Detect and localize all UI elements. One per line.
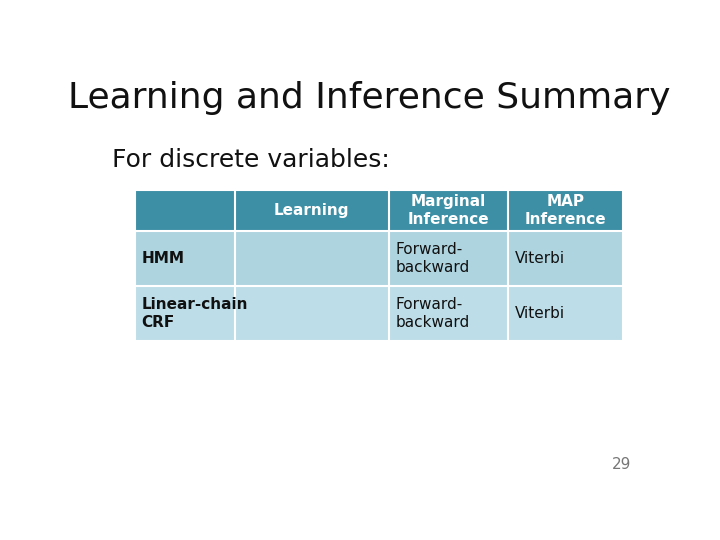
Text: Forward-
backward: Forward- backward — [395, 242, 469, 275]
Text: Marginal
Inference: Marginal Inference — [408, 193, 489, 226]
FancyBboxPatch shape — [235, 286, 389, 341]
Text: For discrete variables:: For discrete variables: — [112, 148, 390, 172]
Text: HMM: HMM — [141, 251, 184, 266]
Text: Learning and Inference Summary: Learning and Inference Summary — [68, 82, 670, 116]
FancyBboxPatch shape — [235, 231, 389, 286]
FancyBboxPatch shape — [135, 231, 235, 286]
FancyBboxPatch shape — [389, 286, 508, 341]
FancyBboxPatch shape — [235, 190, 389, 231]
Text: Linear-chain
CRF: Linear-chain CRF — [141, 297, 248, 330]
FancyBboxPatch shape — [389, 190, 508, 231]
FancyBboxPatch shape — [508, 286, 623, 341]
Text: Viterbi: Viterbi — [515, 251, 565, 266]
Text: Learning: Learning — [274, 202, 349, 218]
Text: MAP
Inference: MAP Inference — [525, 193, 606, 226]
Text: 29: 29 — [612, 457, 631, 472]
FancyBboxPatch shape — [508, 190, 623, 231]
FancyBboxPatch shape — [135, 286, 235, 341]
FancyBboxPatch shape — [135, 190, 235, 231]
FancyBboxPatch shape — [508, 231, 623, 286]
Text: Forward-
backward: Forward- backward — [395, 297, 469, 330]
Text: Viterbi: Viterbi — [515, 306, 565, 321]
FancyBboxPatch shape — [389, 231, 508, 286]
